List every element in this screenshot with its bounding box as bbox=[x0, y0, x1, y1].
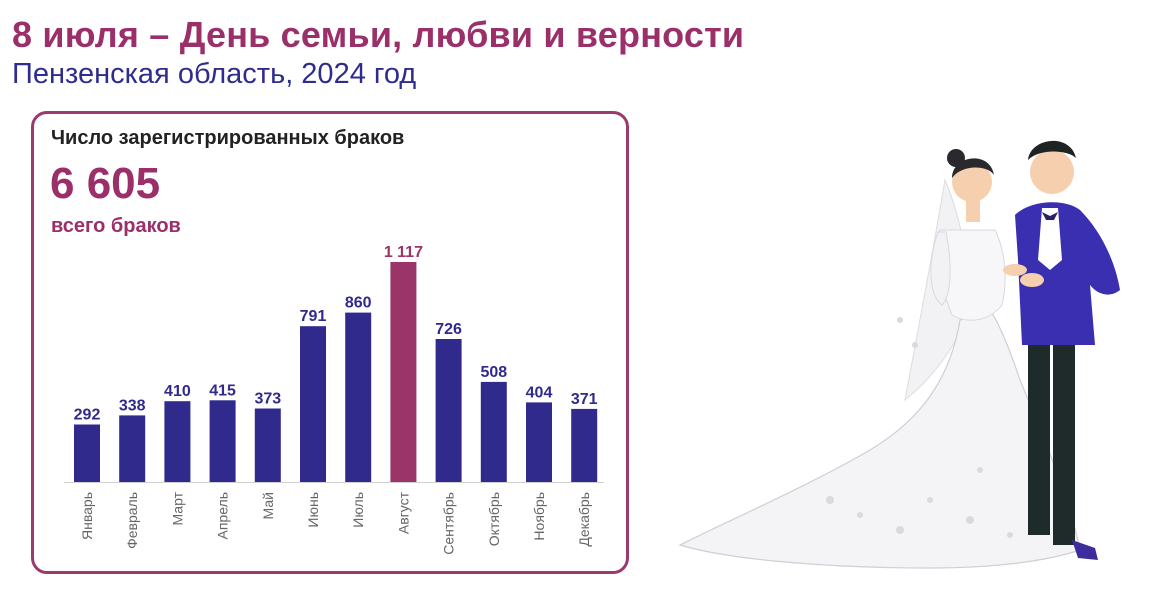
bar-1 bbox=[74, 424, 100, 482]
bar-3 bbox=[164, 401, 191, 482]
bar-value-label-12: 371 bbox=[571, 391, 598, 408]
groom-head bbox=[1030, 150, 1074, 194]
bar-9 bbox=[435, 339, 462, 482]
bride-head bbox=[952, 162, 992, 202]
x-tick-label-3: Март bbox=[169, 491, 185, 525]
x-tick-label-8: Август bbox=[395, 491, 411, 534]
bar-6 bbox=[300, 326, 326, 482]
bar-value-label-7: 860 bbox=[345, 295, 372, 312]
bar-8 bbox=[390, 262, 417, 482]
bar-12 bbox=[571, 408, 598, 482]
bar-4 bbox=[209, 400, 236, 482]
page-title: 8 июля – День семьи, любви и верности bbox=[12, 14, 745, 55]
bar-7 bbox=[345, 312, 372, 482]
bar-2 bbox=[119, 415, 146, 482]
x-tick-label-5: Май bbox=[260, 492, 276, 519]
marriages-card: Число зарегистрированных браков 6 605 вс… bbox=[31, 111, 629, 574]
bar-11 bbox=[526, 402, 552, 482]
x-tick-label-12: Декабрь bbox=[576, 492, 592, 547]
bar-value-label-5: 373 bbox=[254, 391, 281, 408]
x-tick-label-4: Апрель bbox=[215, 492, 231, 540]
x-tick-label-10: Октябрь bbox=[486, 492, 502, 546]
bar-value-label-3: 410 bbox=[164, 383, 191, 400]
total-marriages-value: 6 605 bbox=[50, 159, 161, 208]
bar-value-label-4: 415 bbox=[209, 382, 236, 399]
x-tick-label-9: Сентябрь bbox=[441, 492, 457, 555]
bar-value-label-8: 1 117 bbox=[384, 244, 423, 261]
bar-value-label-11: 404 bbox=[526, 384, 553, 401]
page-subtitle: Пензенская область, 2024 год bbox=[12, 58, 417, 90]
bride-and-groom-illustration bbox=[678, 140, 1120, 569]
monthly-marriages-bar-chart: 292 Январь 338 Февраль 410 Март 415 Апрель 373 Ма… bbox=[64, 244, 604, 555]
bar-10 bbox=[480, 381, 507, 482]
bar-value-label-6: 791 bbox=[300, 308, 327, 325]
bar-value-label-9: 726 bbox=[435, 321, 462, 338]
x-tick-label-6: Июнь bbox=[305, 492, 321, 528]
groom-trousers bbox=[1028, 345, 1050, 535]
bar-value-label-1: 292 bbox=[74, 407, 101, 424]
total-marriages-label: всего браков bbox=[51, 215, 181, 237]
dress-train-shape bbox=[678, 309, 1081, 569]
x-tick-label-1: Январь bbox=[79, 492, 95, 540]
bar-value-label-10: 508 bbox=[480, 364, 507, 381]
bar-value-label-2: 338 bbox=[119, 397, 146, 414]
x-tick-label-7: Июль bbox=[350, 492, 366, 528]
bar-5 bbox=[254, 408, 281, 482]
x-tick-label-11: Ноябрь bbox=[531, 492, 547, 541]
x-tick-label-2: Февраль bbox=[124, 492, 140, 549]
card-title: Число зарегистрированных браков bbox=[51, 127, 405, 149]
